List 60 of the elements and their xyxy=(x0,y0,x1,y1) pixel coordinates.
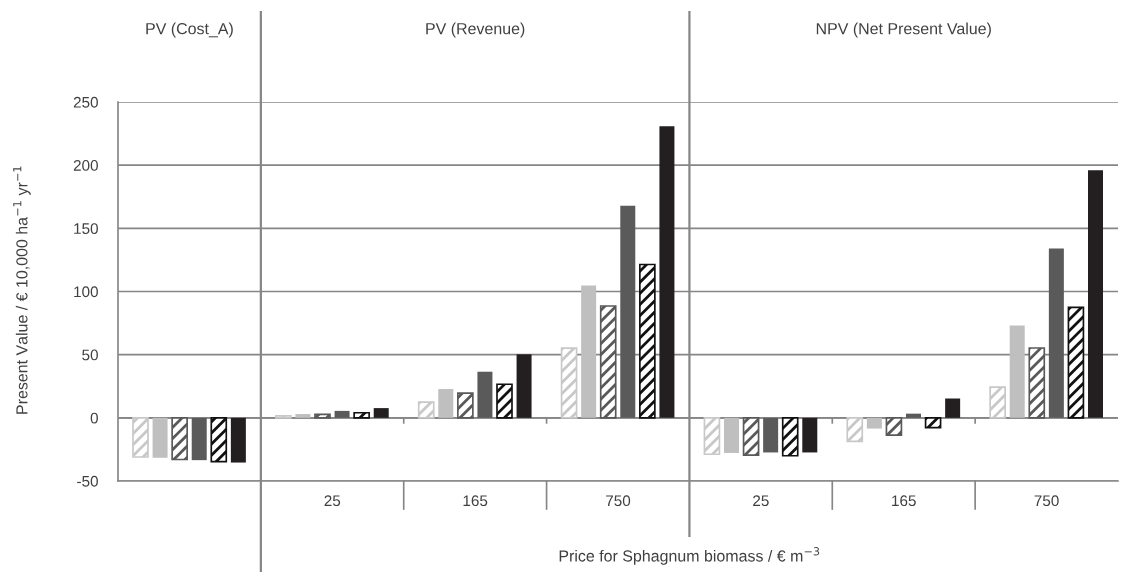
bar xyxy=(171,416,188,461)
bar xyxy=(802,417,818,453)
bar xyxy=(496,383,513,419)
y-tick-label: 0 xyxy=(90,412,98,424)
y-tick-label: 200 xyxy=(73,160,98,171)
bar xyxy=(1048,248,1064,418)
bar xyxy=(191,417,207,461)
x-tick-label: 750 xyxy=(1034,495,1059,507)
bar xyxy=(1088,170,1103,418)
bar xyxy=(846,416,864,443)
bar xyxy=(724,417,739,453)
x-axis-title: Price for Sphagnum biomass / € m$^{−3}$ xyxy=(559,547,820,565)
x-tick-label: 25 xyxy=(753,495,769,507)
bar xyxy=(989,386,1006,419)
bar xyxy=(477,371,493,418)
bar xyxy=(639,263,656,419)
bar xyxy=(885,416,903,436)
bar xyxy=(599,305,617,419)
bar xyxy=(906,413,921,418)
bar xyxy=(275,414,292,419)
x-tick-label: 165 xyxy=(892,495,916,507)
bar xyxy=(373,408,389,418)
bar xyxy=(1067,306,1085,419)
y-axis-title: Present Value / € 10,000 ha$^{−1}$ yr$^{−1}$ xyxy=(13,166,31,414)
bar xyxy=(620,205,636,418)
bar xyxy=(1009,325,1025,418)
x-tick-label: 750 xyxy=(606,495,631,507)
bar xyxy=(132,416,149,458)
bar xyxy=(866,417,882,429)
bar xyxy=(314,413,331,419)
bar xyxy=(295,414,311,418)
bar xyxy=(516,354,532,418)
bar xyxy=(659,126,675,418)
x-tick-label: 25 xyxy=(324,495,341,507)
y-tick-label: 250 xyxy=(73,96,98,108)
bar xyxy=(438,389,454,418)
text: PV (Cost_A) xyxy=(146,22,233,38)
bar xyxy=(560,347,578,419)
text: PV (Revenue) xyxy=(426,22,525,38)
bar xyxy=(230,417,246,463)
bar xyxy=(210,416,228,463)
y-tick-label: 150 xyxy=(74,223,98,235)
bar xyxy=(924,416,942,429)
bar xyxy=(457,392,474,419)
bar xyxy=(742,416,760,456)
text: NPV (Net Present Value) xyxy=(816,22,991,38)
bar xyxy=(945,398,961,418)
bar xyxy=(763,417,779,453)
bar xyxy=(1028,347,1046,419)
bar xyxy=(334,410,350,418)
bar xyxy=(353,411,370,419)
y-tick-label: 50 xyxy=(82,349,98,361)
bar xyxy=(417,401,435,419)
y-tick-label: 100 xyxy=(74,286,98,298)
bar xyxy=(581,285,597,418)
bar xyxy=(703,416,721,456)
bar xyxy=(152,417,168,458)
x-tick-label: 165 xyxy=(463,495,488,507)
y-tick-label: -50 xyxy=(77,475,98,487)
bar xyxy=(781,416,799,457)
